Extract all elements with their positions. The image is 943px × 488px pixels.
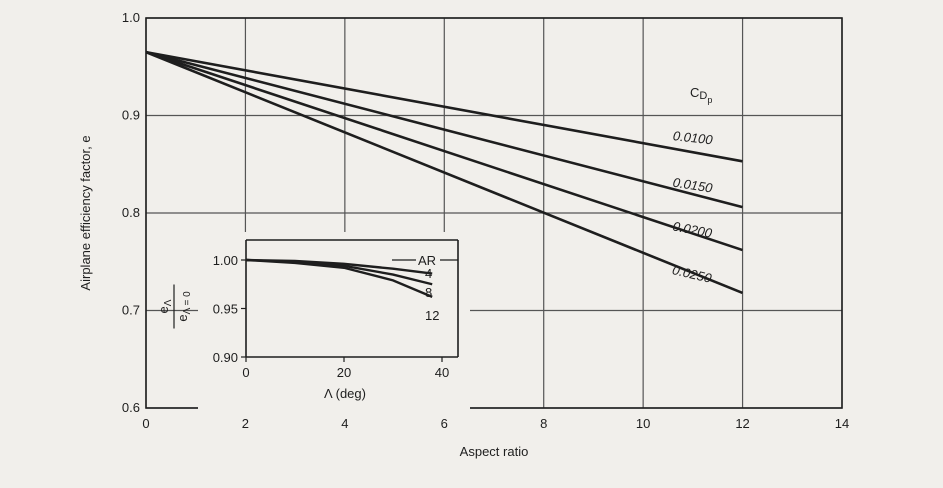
inset-legend-label-AR-8: 8 [425, 285, 432, 300]
x-tick-label: 14 [835, 416, 849, 431]
y-tick-label: 0.9 [122, 108, 140, 123]
x-tick-label: 6 [441, 416, 448, 431]
inset-legend-label-AR-12: 12 [425, 308, 439, 323]
main-grid [145, 17, 843, 409]
y-tick-label: 1.0 [122, 10, 140, 25]
y-tick-label: 0.8 [122, 205, 140, 220]
x-tick-label: 2 [242, 416, 249, 431]
inset-series-line-AR-12 [245, 258, 433, 298]
inset-legend-label-AR-4: 4 [425, 266, 432, 281]
x-tick-label: 0 [142, 416, 149, 431]
inset-x-tick-label: 20 [337, 365, 351, 380]
x-tick-label: 8 [540, 416, 547, 431]
legend-title: CDp [690, 85, 712, 105]
inset-y-denominator: eΛ = 0 [175, 291, 193, 322]
y-tick-label: 0.6 [122, 400, 140, 415]
series-line-0.0100 [145, 50, 743, 163]
series-line-0.0200 [145, 50, 743, 252]
inset-y-numerator: eΛ [156, 299, 174, 313]
series-line-0.0150 [145, 50, 743, 209]
inset-x-tick-label: 0 [242, 365, 249, 380]
y-axis-title: Airplane efficiency factor, e [78, 135, 93, 290]
y-tick-label: 0.7 [122, 303, 140, 318]
series-line-0.0250 [145, 50, 744, 295]
inset-background [198, 232, 470, 410]
x-tick-label: 4 [341, 416, 348, 431]
plot-frame [145, 17, 843, 409]
inset-x-tick-label: 40 [435, 365, 449, 380]
inset-y-tick-label: 0.95 [213, 302, 238, 317]
inset-x-axis-title: Λ (deg) [324, 386, 366, 401]
inset-legend-title: AR [418, 253, 436, 268]
x-axis-title: Aspect ratio [460, 444, 529, 459]
x-tick-label: 10 [636, 416, 650, 431]
series-label-0.0150: 0.0150 [672, 175, 714, 196]
inset-y-tick-label: 0.90 [213, 350, 238, 365]
inset-y-tick-label: 1.00 [213, 253, 238, 268]
main-series [145, 50, 744, 295]
series-label-0.0100: 0.0100 [672, 128, 714, 147]
x-tick-label: 12 [735, 416, 749, 431]
